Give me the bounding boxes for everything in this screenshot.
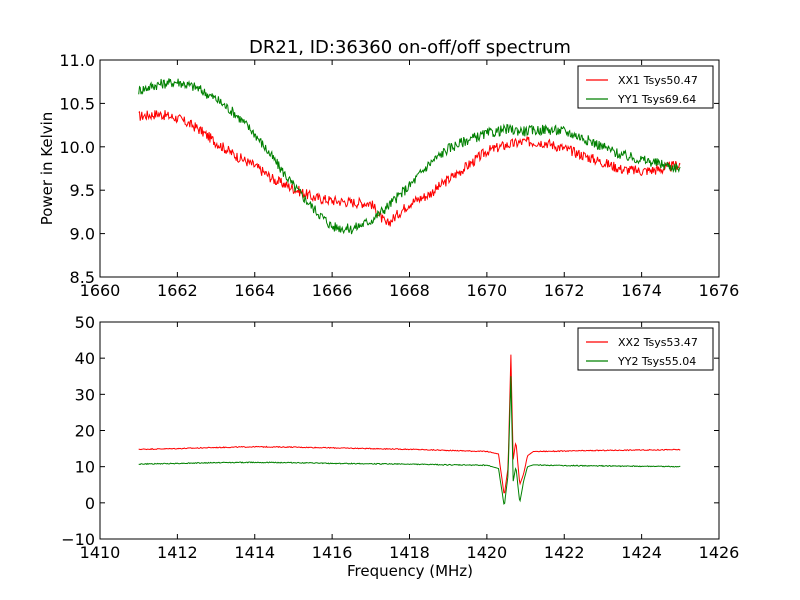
x-tick-label: 1662 <box>157 281 198 300</box>
x-tick-label: 1418 <box>389 543 430 562</box>
y-tick-label: 0 <box>85 494 95 513</box>
y-tick-label: 9.5 <box>70 181 95 200</box>
y-tick-label: 8.5 <box>70 268 95 287</box>
y-tick-label: 20 <box>75 422 95 441</box>
series-line-2 <box>138 78 681 235</box>
y-axis-label: Power in Kelvin <box>38 112 56 226</box>
x-tick-label: 1674 <box>621 281 662 300</box>
x-tick-label: 1672 <box>544 281 585 300</box>
x-tick-label: 1414 <box>234 543 275 562</box>
y-tick-label: 10.0 <box>59 138 95 157</box>
x-tick-label: 1670 <box>467 281 508 300</box>
series-line-1 <box>138 354 681 494</box>
legend <box>577 65 714 109</box>
x-tick-label: 1424 <box>621 543 662 562</box>
x-tick-label: 1416 <box>312 543 353 562</box>
x-axis-label: Frequency (MHz) <box>347 562 473 580</box>
chart-title: DR21, ID:36360 on-off/off spectrum <box>249 37 571 58</box>
x-tick-label: 1668 <box>389 281 430 300</box>
x-tick-label: 1426 <box>699 543 740 562</box>
x-tick-label: 1664 <box>234 281 275 300</box>
y-tick-label: 11.0 <box>59 51 95 70</box>
x-tick-label: 1412 <box>157 543 198 562</box>
legend-label: YY2 Tsys55.04 <box>617 355 696 368</box>
y-tick-label: 30 <box>75 385 95 404</box>
y-tick-label: 40 <box>75 349 95 368</box>
bottom-panel: 1410 1412 1414 1416 1418 1420 1422 1424 1426 −10 0… <box>61 313 739 562</box>
x-tick-label: 1676 <box>699 281 740 300</box>
legend-label: XX1 Tsys50.47 <box>618 74 698 87</box>
x-tick-label: 1660 <box>80 281 121 300</box>
x-tick-label: 1410 <box>80 543 121 562</box>
x-tick-label: 1666 <box>312 281 353 300</box>
legend-label: YY1 Tsys69.64 <box>617 93 696 106</box>
legend-label: XX2 Tsys53.47 <box>618 336 698 349</box>
y-tick-label: 50 <box>75 313 95 332</box>
y-tick-label: 10.5 <box>59 94 95 113</box>
x-tick-label: 1422 <box>544 543 585 562</box>
y-tick-label: 9.0 <box>70 225 95 244</box>
y-tick-label: 10 <box>75 458 95 477</box>
series-line-1 <box>138 110 681 227</box>
legend <box>577 327 714 371</box>
y-tick-label: −10 <box>61 530 95 549</box>
top-panel: Power in Kelvin 1660 1662 1664 1666 1668 1670 1… <box>38 51 739 300</box>
x-tick-label: 1420 <box>467 543 508 562</box>
series-line-2 <box>138 376 681 505</box>
